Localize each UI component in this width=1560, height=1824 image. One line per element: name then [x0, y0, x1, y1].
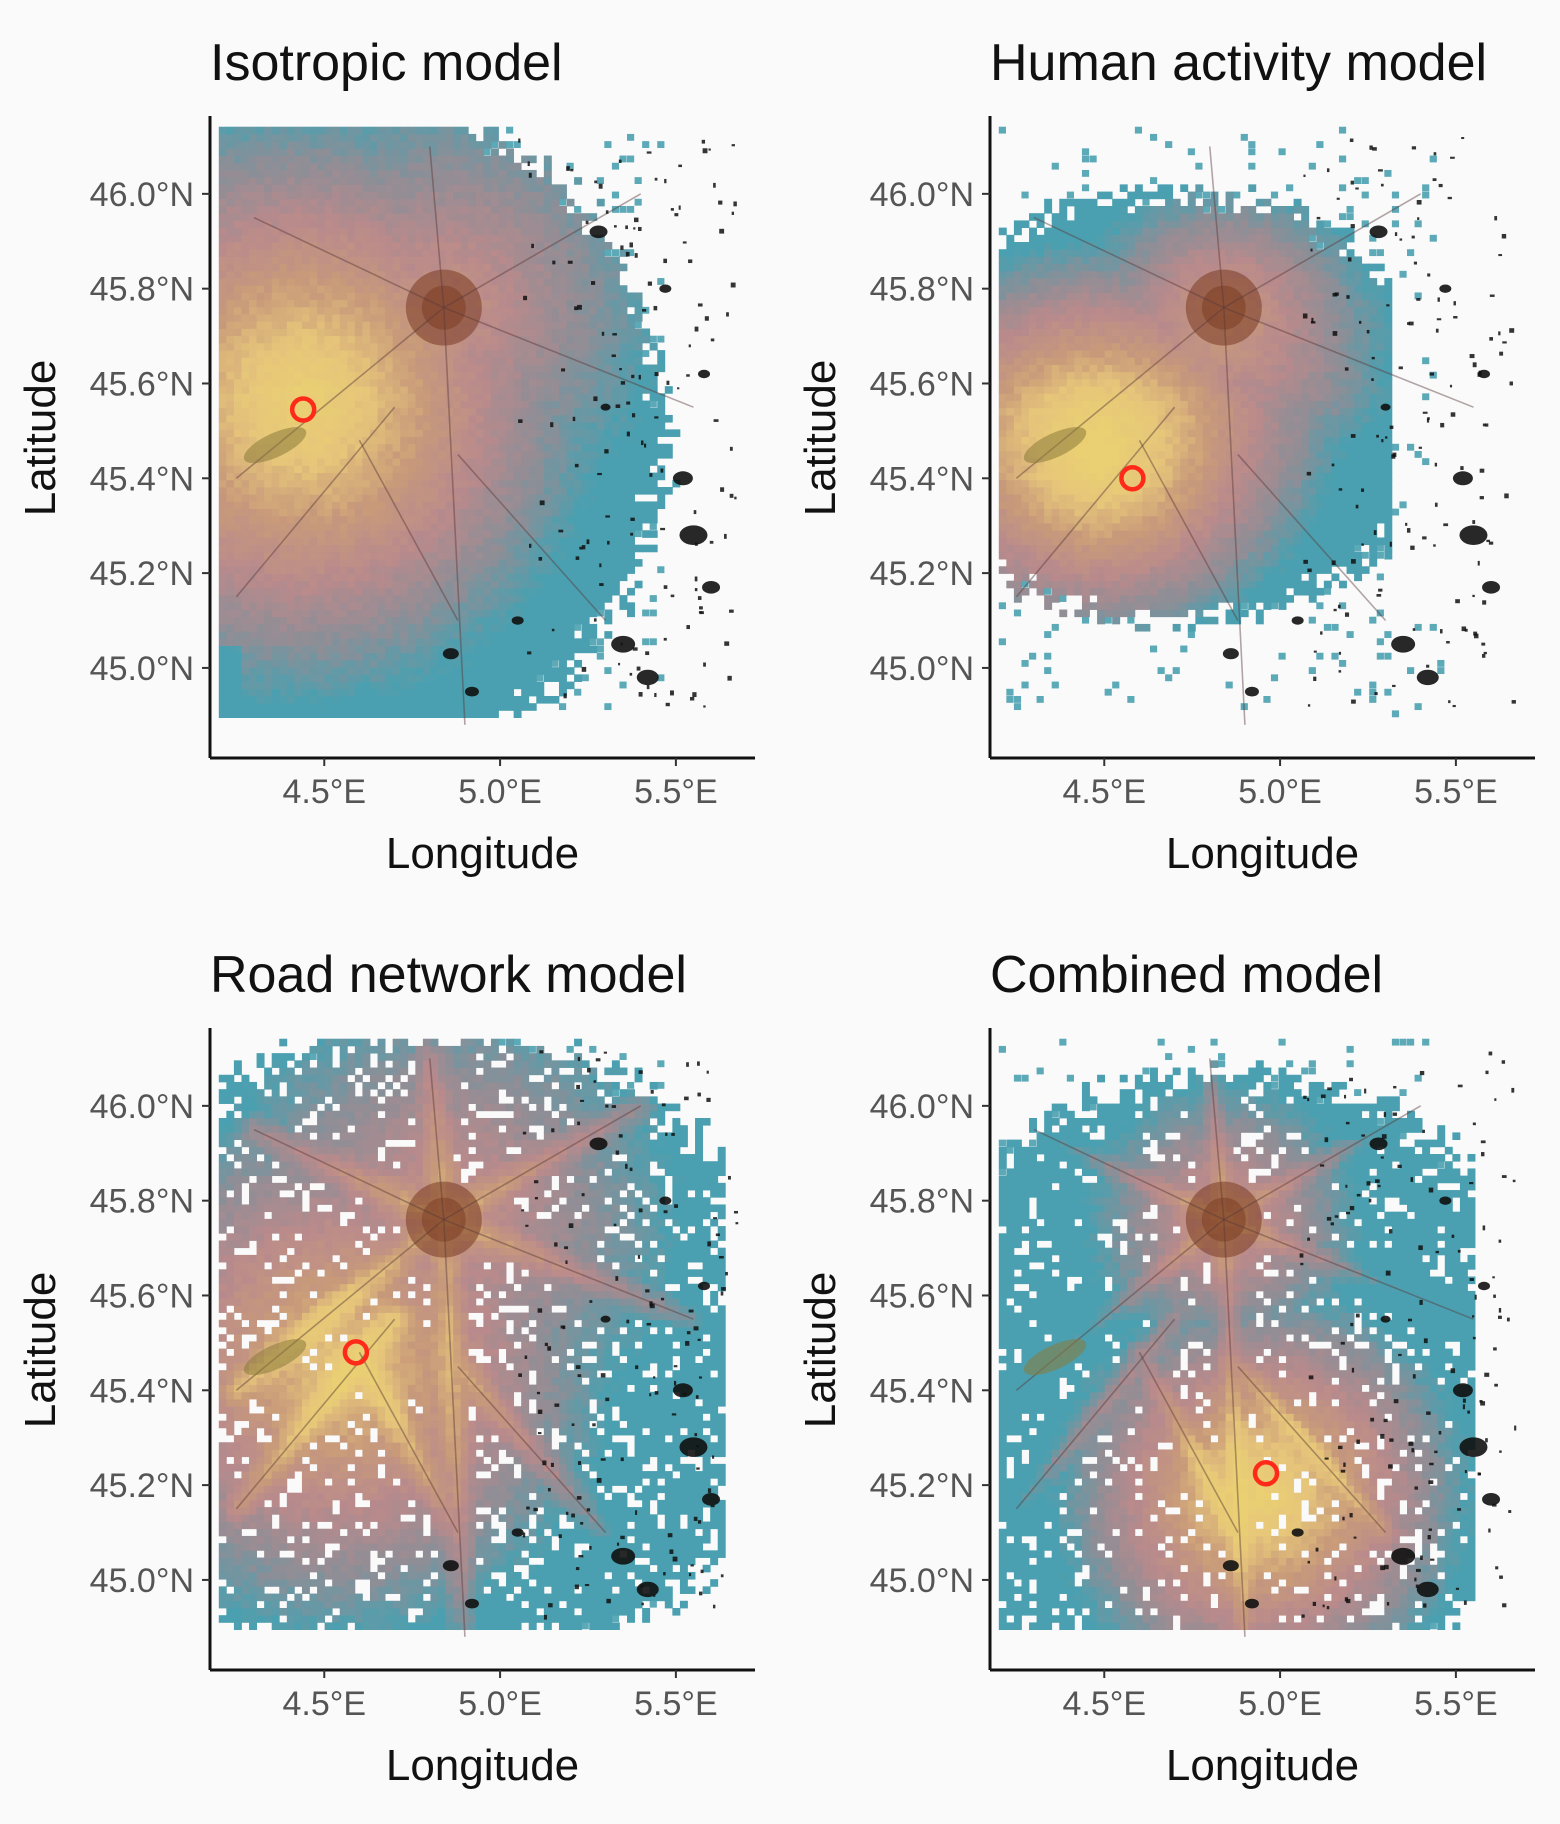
y-tick-label: 45.4°N — [870, 1372, 974, 1410]
y-tick-label: 45.6°N — [870, 365, 974, 403]
raster-layer — [998, 126, 1516, 725]
y-tick-label: 45.2°N — [90, 1467, 194, 1505]
x-tick-label: 5.5°E — [634, 1685, 718, 1723]
x-tick-label: 5.5°E — [1414, 1685, 1498, 1723]
x-tick-label: 4.5°E — [1063, 1685, 1147, 1723]
y-tick-label: 46.0°N — [870, 176, 974, 214]
x-tick-label: 4.5°E — [283, 1685, 367, 1723]
y-tick-label: 45.8°N — [870, 271, 974, 309]
y-axis-title: Latitude — [16, 1272, 65, 1429]
y-tick-label: 45.8°N — [90, 1183, 194, 1221]
y-tick-label: 45.8°N — [870, 1183, 974, 1221]
y-axis-title: Latitude — [16, 360, 65, 517]
raster-layer — [218, 126, 737, 725]
y-tick-label: 45.4°N — [870, 460, 974, 498]
y-tick-label: 45.6°N — [90, 1277, 194, 1315]
axes: 45.0°N 45.2°N 45.4°N 45.6°N 45.8°N 46.0°N 4.5°… — [870, 116, 1535, 811]
y-tick-label: 45.8°N — [90, 271, 194, 309]
y-tick-label: 45.2°N — [90, 555, 194, 593]
x-tick-label: 5.0°E — [1238, 773, 1322, 811]
x-axis-title: Longitude — [386, 1741, 579, 1790]
x-tick-label: 5.5°E — [634, 773, 718, 811]
x-axis-title: Longitude — [1166, 829, 1359, 878]
y-tick-label: 45.0°N — [870, 650, 974, 688]
y-tick-label: 45.6°N — [870, 1277, 974, 1315]
panel-title: Human activity model — [990, 34, 1487, 92]
y-tick-label: 45.0°N — [870, 1562, 974, 1600]
source-marker-circle — [1252, 1460, 1280, 1487]
y-tick-label: 45.4°N — [90, 1372, 194, 1410]
raster-layer — [998, 1038, 1517, 1637]
x-tick-label: 5.0°E — [1238, 1685, 1322, 1723]
x-tick-label: 5.5°E — [1414, 773, 1498, 811]
x-tick-label: 5.0°E — [458, 1685, 542, 1723]
axes: 45.0°N 45.2°N 45.4°N 45.6°N 45.8°N 46.0°N 4.5°… — [90, 116, 755, 811]
panel-isotropic-model: Isotropic model 45.0°N 45.2°N 45.4°N 45.6°N 4… — [0, 0, 780, 912]
y-tick-label: 45.0°N — [90, 650, 194, 688]
panel-title: Combined model — [990, 946, 1383, 1004]
panel-human-activity-model: Human activity model 45.0°N 45.2°N 45.4°N 45… — [780, 0, 1560, 912]
x-axis-title: Longitude — [1166, 1741, 1359, 1790]
y-tick-label: 46.0°N — [90, 1088, 194, 1126]
y-tick-label: 46.0°N — [90, 176, 194, 214]
y-tick-label: 46.0°N — [870, 1088, 974, 1126]
y-axis-title: Latitude — [796, 360, 845, 517]
y-tick-label: 45.4°N — [90, 460, 194, 498]
x-axis-title: Longitude — [386, 829, 579, 878]
source-marker-circle — [289, 396, 317, 423]
y-tick-label: 45.2°N — [870, 1467, 974, 1505]
source-marker-circle — [342, 1339, 370, 1366]
y-axis-title: Latitude — [796, 1272, 845, 1429]
x-tick-label: 5.0°E — [458, 773, 542, 811]
x-tick-label: 4.5°E — [283, 773, 367, 811]
x-tick-label: 4.5°E — [1063, 773, 1147, 811]
map-svg: Human activity model45.0°N45.2°N45.4°N45… — [796, 34, 1535, 878]
panel-road-network-model: Road network model 45.0°N 45.2°N 45.4°N 45.6… — [0, 912, 780, 1824]
raster-layer — [218, 1038, 739, 1637]
panel-combined-model: Combined model 45.0°N 45.2°N 45.4°N 45.6°N 45… — [780, 912, 1560, 1824]
panel-title: Road network model — [210, 946, 687, 1004]
map-svg: Isotropic model45.0°N45.2°N45.4°N45.6°N4… — [16, 34, 755, 878]
y-tick-label: 45.0°N — [90, 1562, 194, 1600]
axes: 45.0°N 45.2°N 45.4°N 45.6°N 45.8°N 46.0°N 4.5°… — [90, 1028, 755, 1723]
axes: 45.0°N 45.2°N 45.4°N 45.6°N 45.8°N 46.0°N 4.5°… — [870, 1028, 1535, 1723]
y-tick-label: 45.2°N — [870, 555, 974, 593]
y-tick-label: 45.6°N — [90, 365, 194, 403]
panel-title: Isotropic model — [210, 34, 563, 92]
source-marker-circle — [1119, 465, 1146, 492]
map-svg: Road network model 45.0°N 45.2°N 45.4°N 45.6… — [16, 946, 755, 1790]
map-svg: Combined model45.0°N45.2°N45.4°N45.6°N45… — [796, 946, 1535, 1790]
